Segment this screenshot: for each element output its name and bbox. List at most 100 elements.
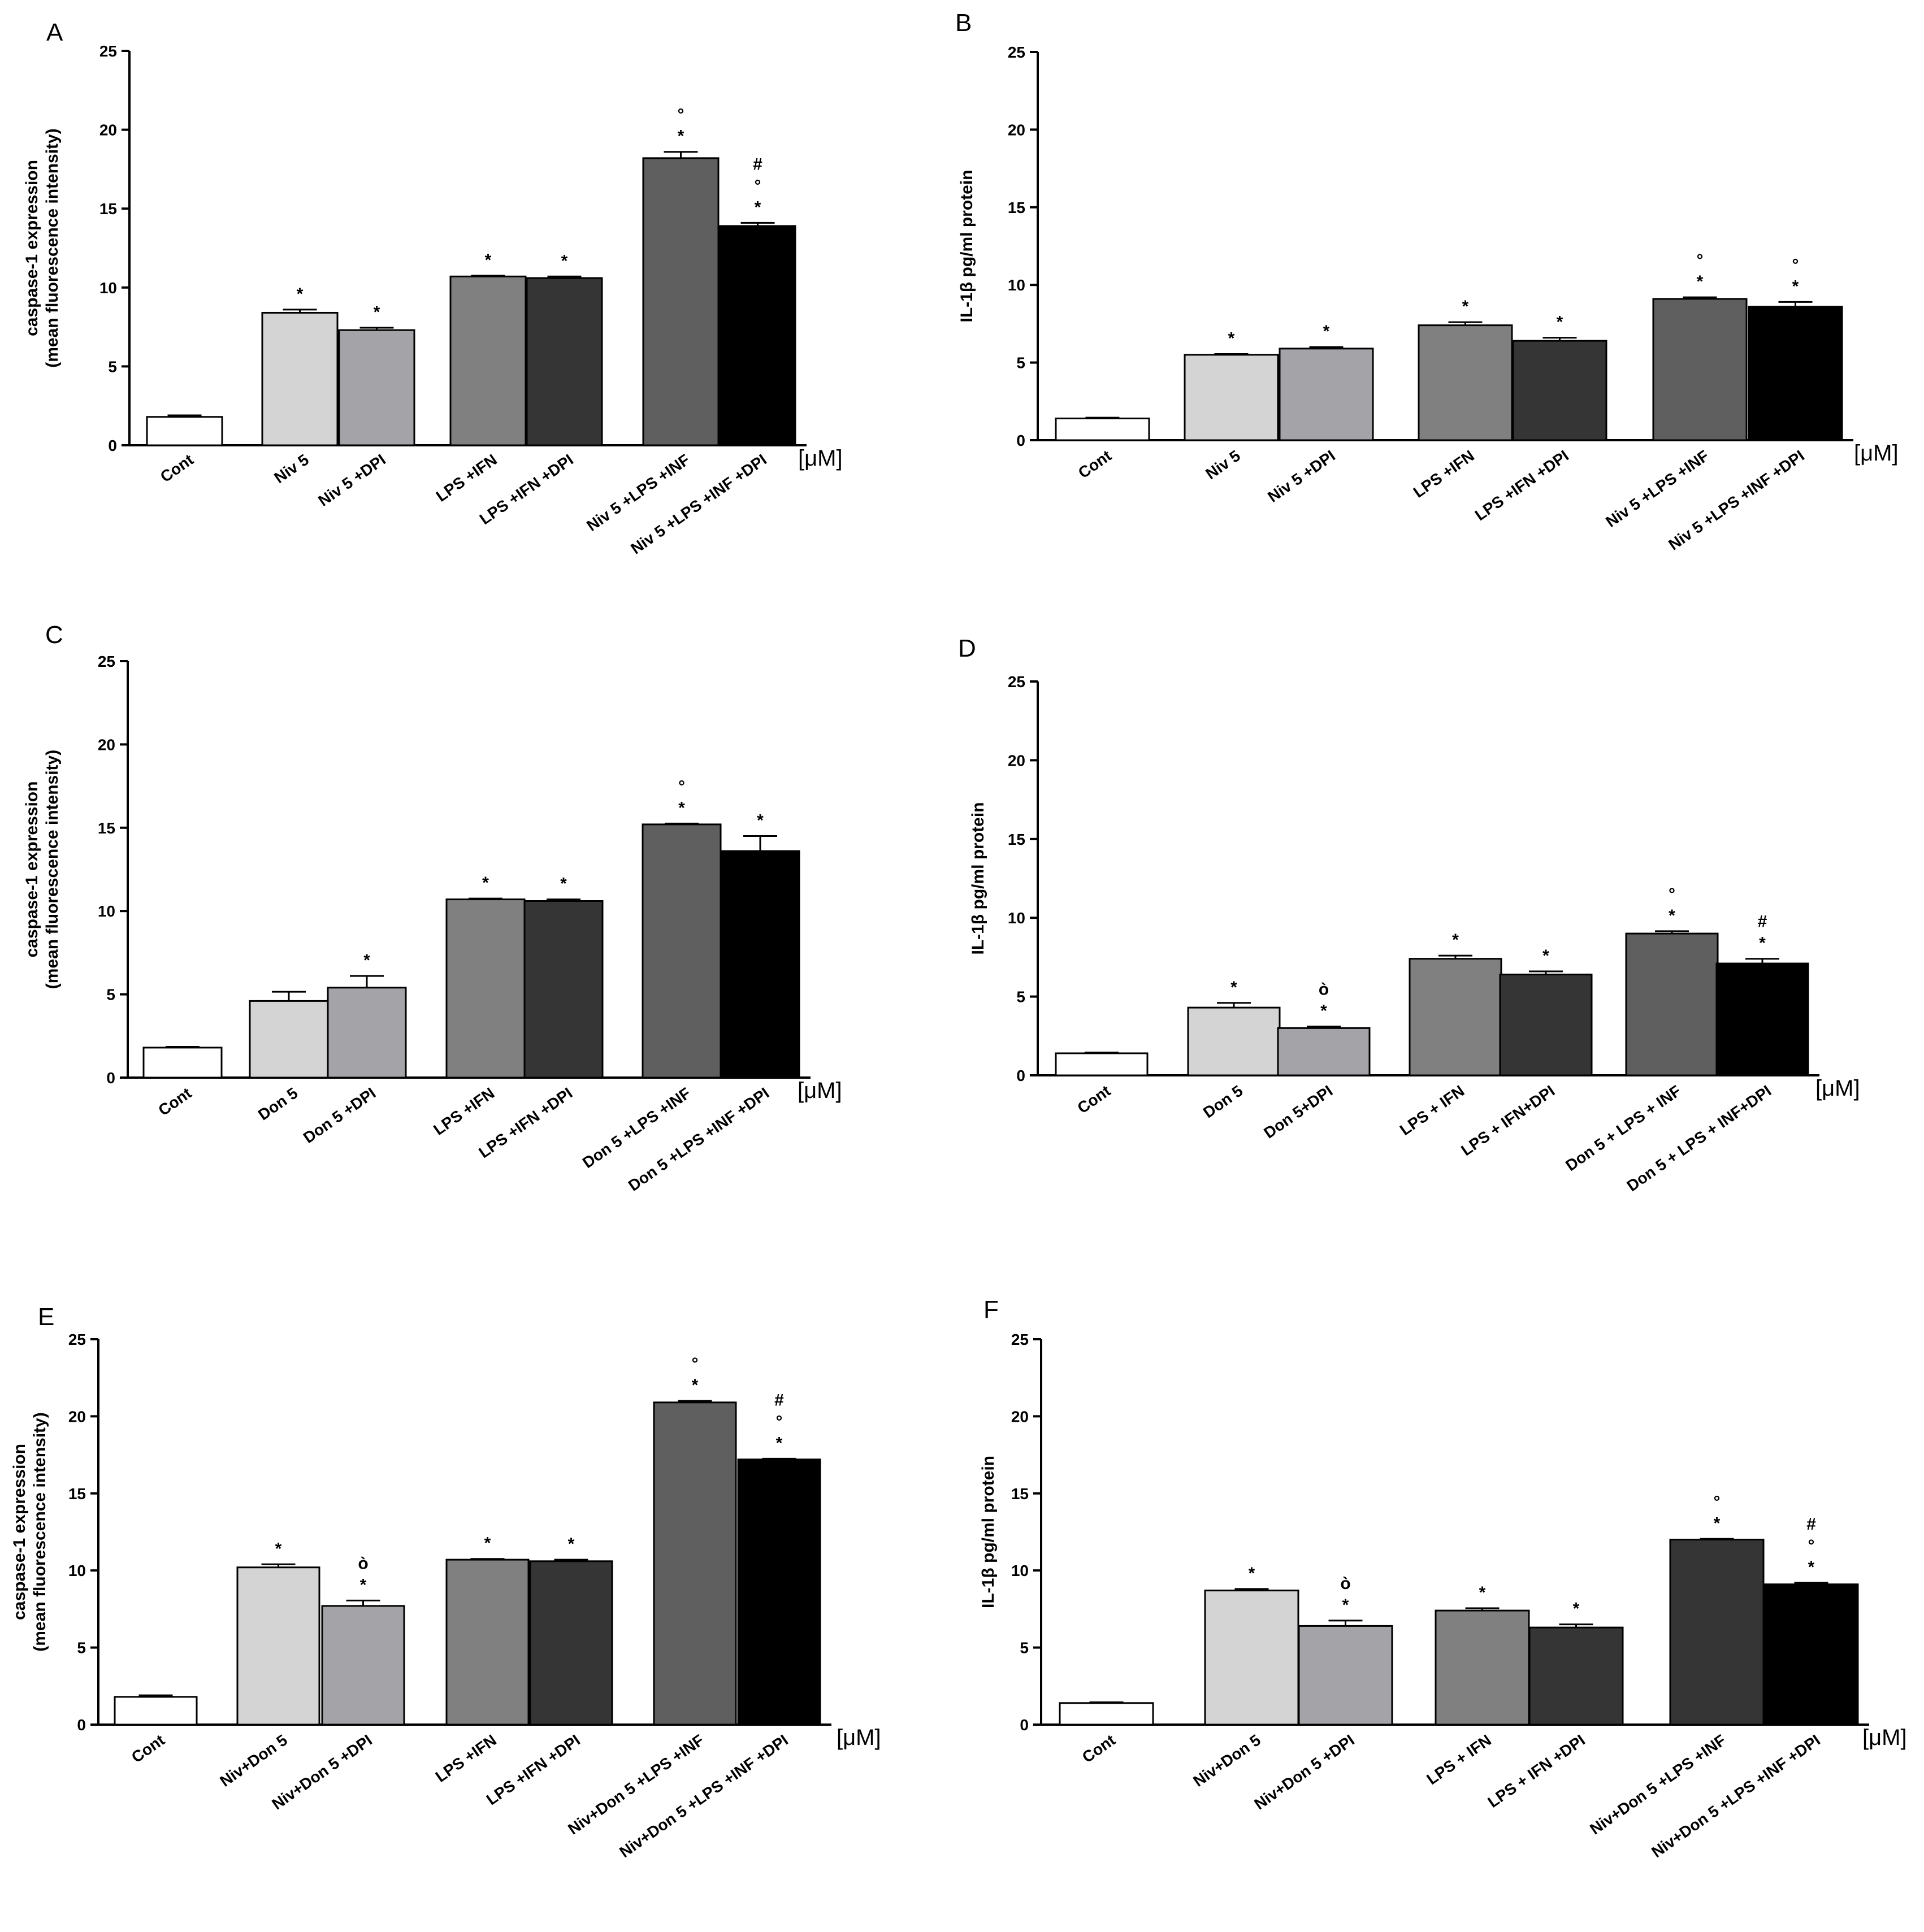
bar [1055,1052,1149,1076]
y-tick-label: 10 [1008,909,1025,927]
y-tick-label: 15 [99,200,117,218]
significance-mark: ° [1714,1492,1721,1511]
y-tick-label: 20 [99,121,117,139]
panel-letter: C [45,621,63,649]
y-tick-label: 15 [1011,1485,1029,1503]
y-tick-label: 5 [1016,354,1025,372]
significance-mark: * [482,874,489,892]
y-axis-title: caspase-1 expression (mean fluorescence i… [10,1412,49,1651]
bar [1055,418,1150,441]
bar [338,329,415,446]
significance-mark: ° [1792,255,1799,274]
bar [449,275,527,446]
panel-b: B 0 5 10 15 20 25 IL-1β pg/ml protein Cont * Niv 5… [955,9,1899,554]
bar [1499,974,1593,1076]
significance-mark: ò [1340,1574,1350,1593]
significance-mark: * [757,811,764,830]
y-tick-label: 25 [68,1331,86,1348]
y-tick-label: 20 [1011,1408,1029,1425]
bar [261,311,339,446]
significance-mark: ° [1808,1536,1815,1555]
y-tick-label: 25 [98,653,115,670]
bar [737,1458,821,1726]
panel-a: A 0 5 10 15 20 25 caspase-1 expression (mean flu… [23,19,843,558]
category-label: LPS + IFN [1423,1731,1494,1788]
y-tick-label: 0 [108,437,117,454]
significance-mark: ° [678,777,685,796]
y-tick-label: 15 [1008,831,1025,848]
category-label: Don 5 + LPS + INF+DPI [1623,1082,1774,1195]
significance-mark: * [1714,1514,1721,1532]
bar [529,1560,613,1726]
panel-letter: F [983,1296,999,1323]
bar [1204,1590,1299,1726]
category-label: LPS +IFN [1410,447,1477,501]
significance-mark: * [1323,322,1330,341]
bar [1184,354,1279,441]
y-axis-title-line: IL-1β pg/ml protein [957,170,976,323]
category-label: LPS + IFN+DPI [1458,1082,1558,1160]
unit-label: [μM] [798,1078,842,1103]
category-label: LPS +IFN [433,451,500,505]
category-label: LPS +IFN +DPI [1472,447,1572,524]
bar [445,1558,530,1726]
category-label: Niv+Don 5 [1190,1731,1264,1790]
significance-mark: # [774,1391,784,1409]
significance-mark: * [1479,1583,1486,1602]
bar [327,987,407,1079]
significance-mark: * [297,285,304,303]
bar [146,416,223,446]
significance-mark: * [485,251,492,270]
y-axis-title-line: caspase-1 expression [23,160,41,336]
y-axis-title-line: caspase-1 expression [23,782,41,958]
significance-mark: * [1228,329,1235,348]
y-tick-label: 25 [1011,1331,1029,1348]
bar [1279,348,1374,441]
bar [1277,1027,1371,1076]
significance-mark: * [568,1535,575,1553]
bar [1409,958,1502,1076]
significance-mark: ° [678,106,684,124]
panel-d: D 0 5 10 15 20 25 IL-1β pg/ml protein Cont * Don 5… [958,635,1860,1195]
bar [1625,932,1719,1076]
significance-mark: # [753,155,762,173]
y-tick-label: 0 [1016,1067,1025,1084]
bar [1298,1625,1393,1726]
significance-mark: * [1342,1596,1349,1614]
significance-mark: * [1759,934,1766,953]
y-axis-title: IL-1β pg/ml protein [957,170,976,323]
category-label: Niv+Don 5 [216,1731,291,1790]
y-tick-label: 10 [68,1562,86,1579]
bar [1748,306,1843,441]
y-tick-label: 10 [99,279,117,297]
panel-f: F 0 5 10 15 20 25 IL-1β pg/ml protein Cont * Niv+D… [979,1296,1907,1861]
bar [523,900,604,1079]
significance-mark: * [484,1534,491,1553]
y-tick-label: 5 [1016,988,1025,1006]
y-tick-label: 10 [98,902,115,920]
significance-mark: ° [776,1412,783,1431]
category-label: Cont [155,1084,194,1119]
category-label: Niv 5 [1202,447,1243,483]
unit-label: [μM] [1815,1076,1860,1101]
y-tick-label: 10 [1008,276,1025,294]
y-tick-label: 15 [98,819,115,837]
y-tick-label: 20 [68,1408,86,1425]
significance-mark: ° [1669,885,1675,904]
bar [1059,1702,1154,1726]
y-tick-label: 20 [1008,752,1025,769]
y-tick-label: 15 [1008,199,1025,216]
significance-mark: * [1697,272,1704,291]
bar [114,1696,198,1726]
bar [642,823,722,1079]
significance-mark: * [692,1376,699,1395]
category-label: Niv 5 +DPI [1264,447,1338,506]
category-label: Niv+Don 5 +LPS +INF +DPI [616,1731,791,1861]
bar [321,1605,405,1726]
category-label: LPS +IFN [430,1084,497,1139]
category-label: Niv 5 [271,451,312,487]
category-label: Cont [128,1731,168,1766]
y-axis-title-line: (mean fluorescence intensity) [43,750,62,989]
category-label: LPS +IFN [432,1731,500,1786]
significance-mark: * [678,127,684,146]
